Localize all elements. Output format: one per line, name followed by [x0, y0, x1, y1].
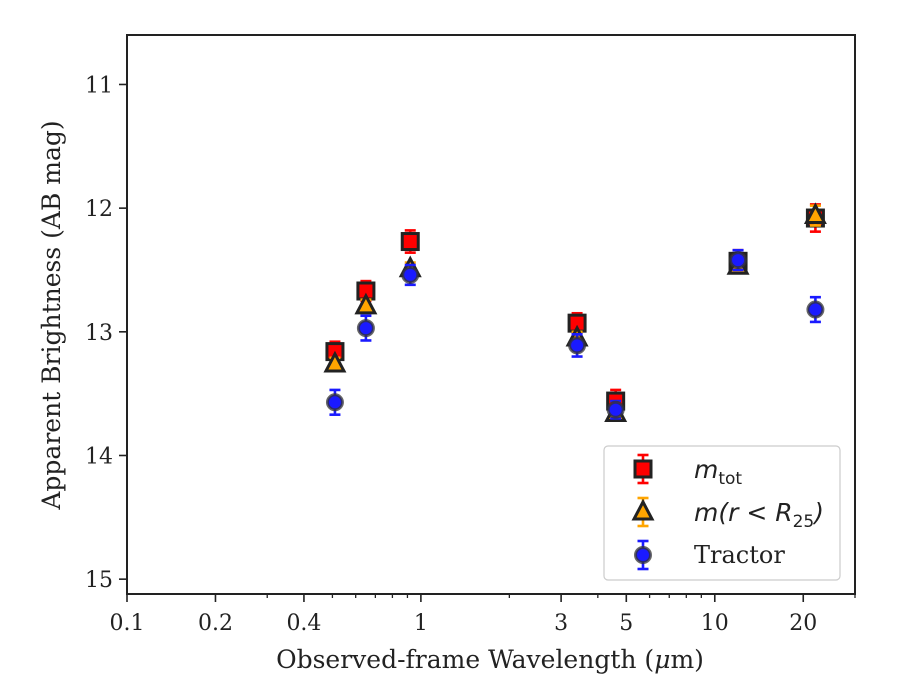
- y-axis-label: Apparent Brightness (AB mag): [37, 120, 66, 510]
- x-tick-label: 0.1: [110, 611, 145, 636]
- data-point: [325, 393, 344, 412]
- data-point: [400, 232, 420, 252]
- data-point: [356, 319, 375, 338]
- x-tick-label: 3: [554, 611, 568, 636]
- x-tick-label: 10: [701, 611, 729, 636]
- legend-label: m(r < R25): [694, 498, 824, 532]
- y-tick-label: 13: [85, 321, 113, 346]
- y-axis: 11 12 13 14 15: [85, 73, 127, 593]
- legend: mtot m(r < R25) Tractor: [603, 445, 841, 581]
- legend-label: Tractor: [694, 541, 785, 569]
- data-point: [323, 350, 347, 373]
- legend-box: [603, 445, 841, 581]
- y-tick-label: 14: [85, 444, 113, 469]
- x-tick-label: 1: [414, 611, 428, 636]
- legend-marker: [633, 459, 653, 479]
- legend-marker: [631, 498, 655, 521]
- data-point: [729, 251, 748, 270]
- y-tick-label: 12: [85, 197, 113, 222]
- data-point: [606, 400, 625, 419]
- plot-marks: [323, 202, 827, 422]
- y-tick-label: 11: [85, 73, 113, 98]
- legend-marker: [634, 546, 652, 564]
- series-circle: [325, 248, 825, 420]
- x-tick-label: 0.2: [198, 611, 233, 636]
- x-tick-label: 0.4: [286, 611, 321, 636]
- data-point: [803, 202, 827, 225]
- data-point: [806, 300, 825, 319]
- x-tick-label: 20: [789, 611, 817, 636]
- data-point: [354, 292, 378, 315]
- plot-frame: [126, 34, 856, 595]
- y-tick-label: 15: [85, 568, 113, 593]
- data-point: [401, 265, 420, 284]
- legend-label: mtot: [694, 455, 742, 489]
- x-axis: 0.1 0.2 0.4 1 3 5 10 20: [110, 594, 856, 636]
- x-tick-label: 5: [619, 611, 633, 636]
- x-axis-label: Observed-frame Wavelength (μm): [276, 645, 704, 674]
- data-point: [568, 336, 587, 355]
